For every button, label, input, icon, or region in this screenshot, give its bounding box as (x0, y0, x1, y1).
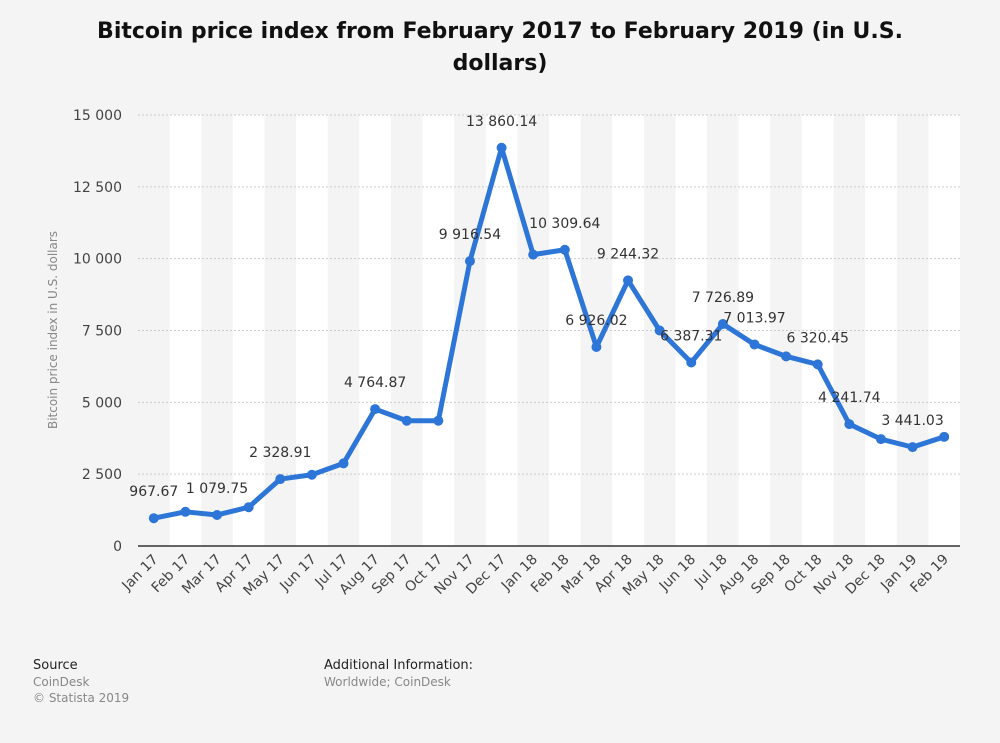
data-point (433, 415, 444, 426)
data-label: 1 079.75 (186, 481, 248, 497)
data-point (148, 513, 159, 524)
series-line (151, 145, 947, 521)
data-markers (148, 142, 950, 524)
data-label: 10 309.64 (529, 216, 600, 232)
gridlines (138, 114, 960, 475)
data-point (907, 442, 918, 453)
data-point (559, 244, 570, 255)
data-point (212, 509, 223, 520)
y-axis-label: Bitcoin price index in U.S. dollars (46, 231, 60, 429)
data-label: 4 764.87 (344, 375, 406, 391)
data-label: 6 387.31 (660, 328, 722, 344)
data-label: 6 320.45 (787, 330, 849, 346)
data-label: 6 926.02 (565, 313, 627, 329)
y-tick-label: 15 000 (73, 108, 122, 124)
data-point (306, 469, 317, 480)
source-heading: Source (33, 658, 78, 673)
y-axis-ticks: 0 2 500 5 000 7 500 10 000 12 500 15 000 (73, 108, 122, 555)
data-point (844, 419, 855, 430)
data-point (275, 474, 286, 485)
data-point (370, 404, 381, 415)
copyright-line: © Statista 2019 (33, 691, 130, 705)
data-label: 9 244.32 (597, 246, 659, 262)
data-point (717, 318, 728, 329)
additional-info-block: Additional Information: Worldwide; CoinD… (324, 658, 473, 690)
series-bitcoin-price (151, 145, 947, 521)
data-point (180, 506, 191, 517)
column-band (865, 115, 897, 546)
data-point (939, 431, 950, 442)
data-point (464, 256, 475, 267)
data-point (749, 339, 760, 350)
y-tick-label: 7 500 (82, 324, 122, 340)
data-point (496, 142, 507, 153)
source-line: CoinDesk (33, 675, 90, 689)
additional-info-text: Worldwide; CoinDesk (324, 675, 451, 689)
data-label: 7 013.97 (723, 310, 785, 326)
data-label: 2 328.91 (249, 445, 311, 461)
data-point (686, 357, 697, 368)
y-tick-label: 5 000 (82, 395, 122, 411)
data-point (243, 502, 254, 513)
data-label: 13 860.14 (466, 114, 537, 130)
data-point (781, 351, 792, 362)
data-point (654, 325, 665, 336)
data-point (528, 249, 539, 260)
data-point (812, 359, 823, 370)
data-point (875, 434, 886, 445)
chart-title: Bitcoin price index from February 2017 t… (97, 19, 903, 76)
y-tick-label: 12 500 (73, 180, 122, 196)
data-labels: 967.67 1 079.75 2 328.91 4 764.87 9 916.54 13… (129, 114, 943, 500)
data-label: 9 916.54 (439, 227, 501, 243)
source-block: Source CoinDesk © Statista 2019 (33, 658, 129, 706)
additional-info-heading: Additional Information: (324, 658, 474, 673)
y-tick-label: 0 (113, 539, 122, 555)
data-label: 967.67 (129, 484, 178, 500)
data-label: 7 726.89 (692, 290, 754, 306)
data-point (338, 458, 349, 469)
y-tick-label: 2 500 (82, 467, 122, 483)
y-tick-label: 10 000 (73, 252, 122, 268)
data-label: 3 441.03 (881, 413, 943, 429)
data-point (591, 341, 602, 352)
data-label: 4 241.74 (818, 390, 880, 406)
data-point (401, 415, 412, 426)
data-point (623, 275, 634, 286)
